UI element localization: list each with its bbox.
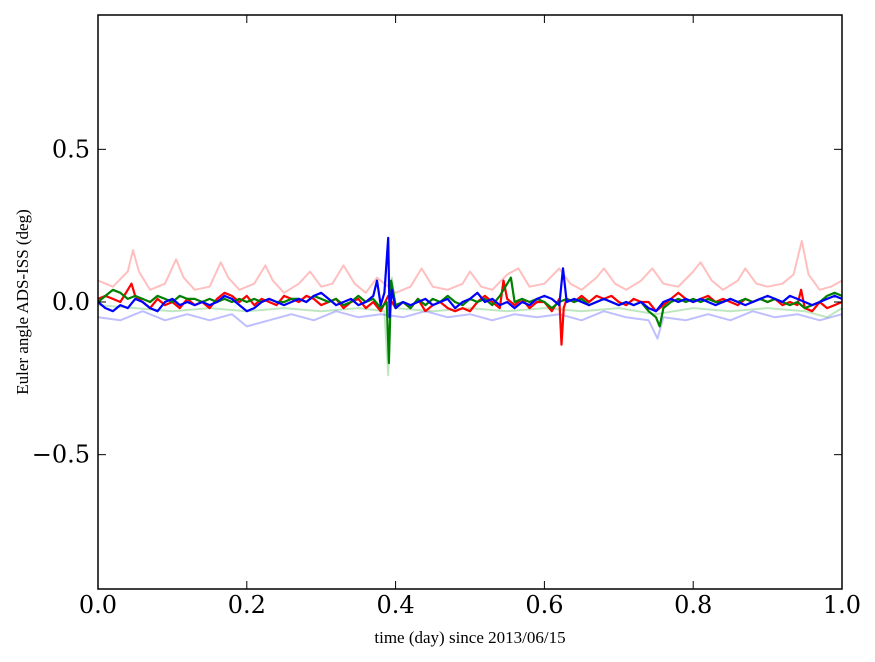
series-layer (97, 236, 843, 377)
x-tick-label: 0.8 (674, 591, 712, 619)
series-line-6 (97, 236, 843, 319)
y-tick-label: −0.5 (32, 441, 90, 469)
y-tick-label: 0.5 (52, 135, 90, 163)
y-axis-label: Euler angle ADS-ISS (deg) (13, 209, 32, 395)
x-tick-label: 0.6 (525, 591, 563, 619)
x-tick-label: 1.0 (823, 591, 861, 619)
y-tick-label: 0.0 (52, 288, 90, 316)
x-axis-label: time (day) since 2013/06/15 (374, 628, 565, 647)
x-tick-label: 0.2 (228, 591, 266, 619)
tick-layer: 0.0 0.2 0.4 0.6 0.8 1.0 −0.5 0.0 0.5 (32, 15, 861, 619)
x-tick-label: 0.4 (377, 591, 415, 619)
series-line-5 (97, 276, 843, 365)
x-tick-label: 0.0 (79, 591, 117, 619)
series-line-3 (97, 310, 843, 340)
series-line-1 (97, 239, 843, 294)
